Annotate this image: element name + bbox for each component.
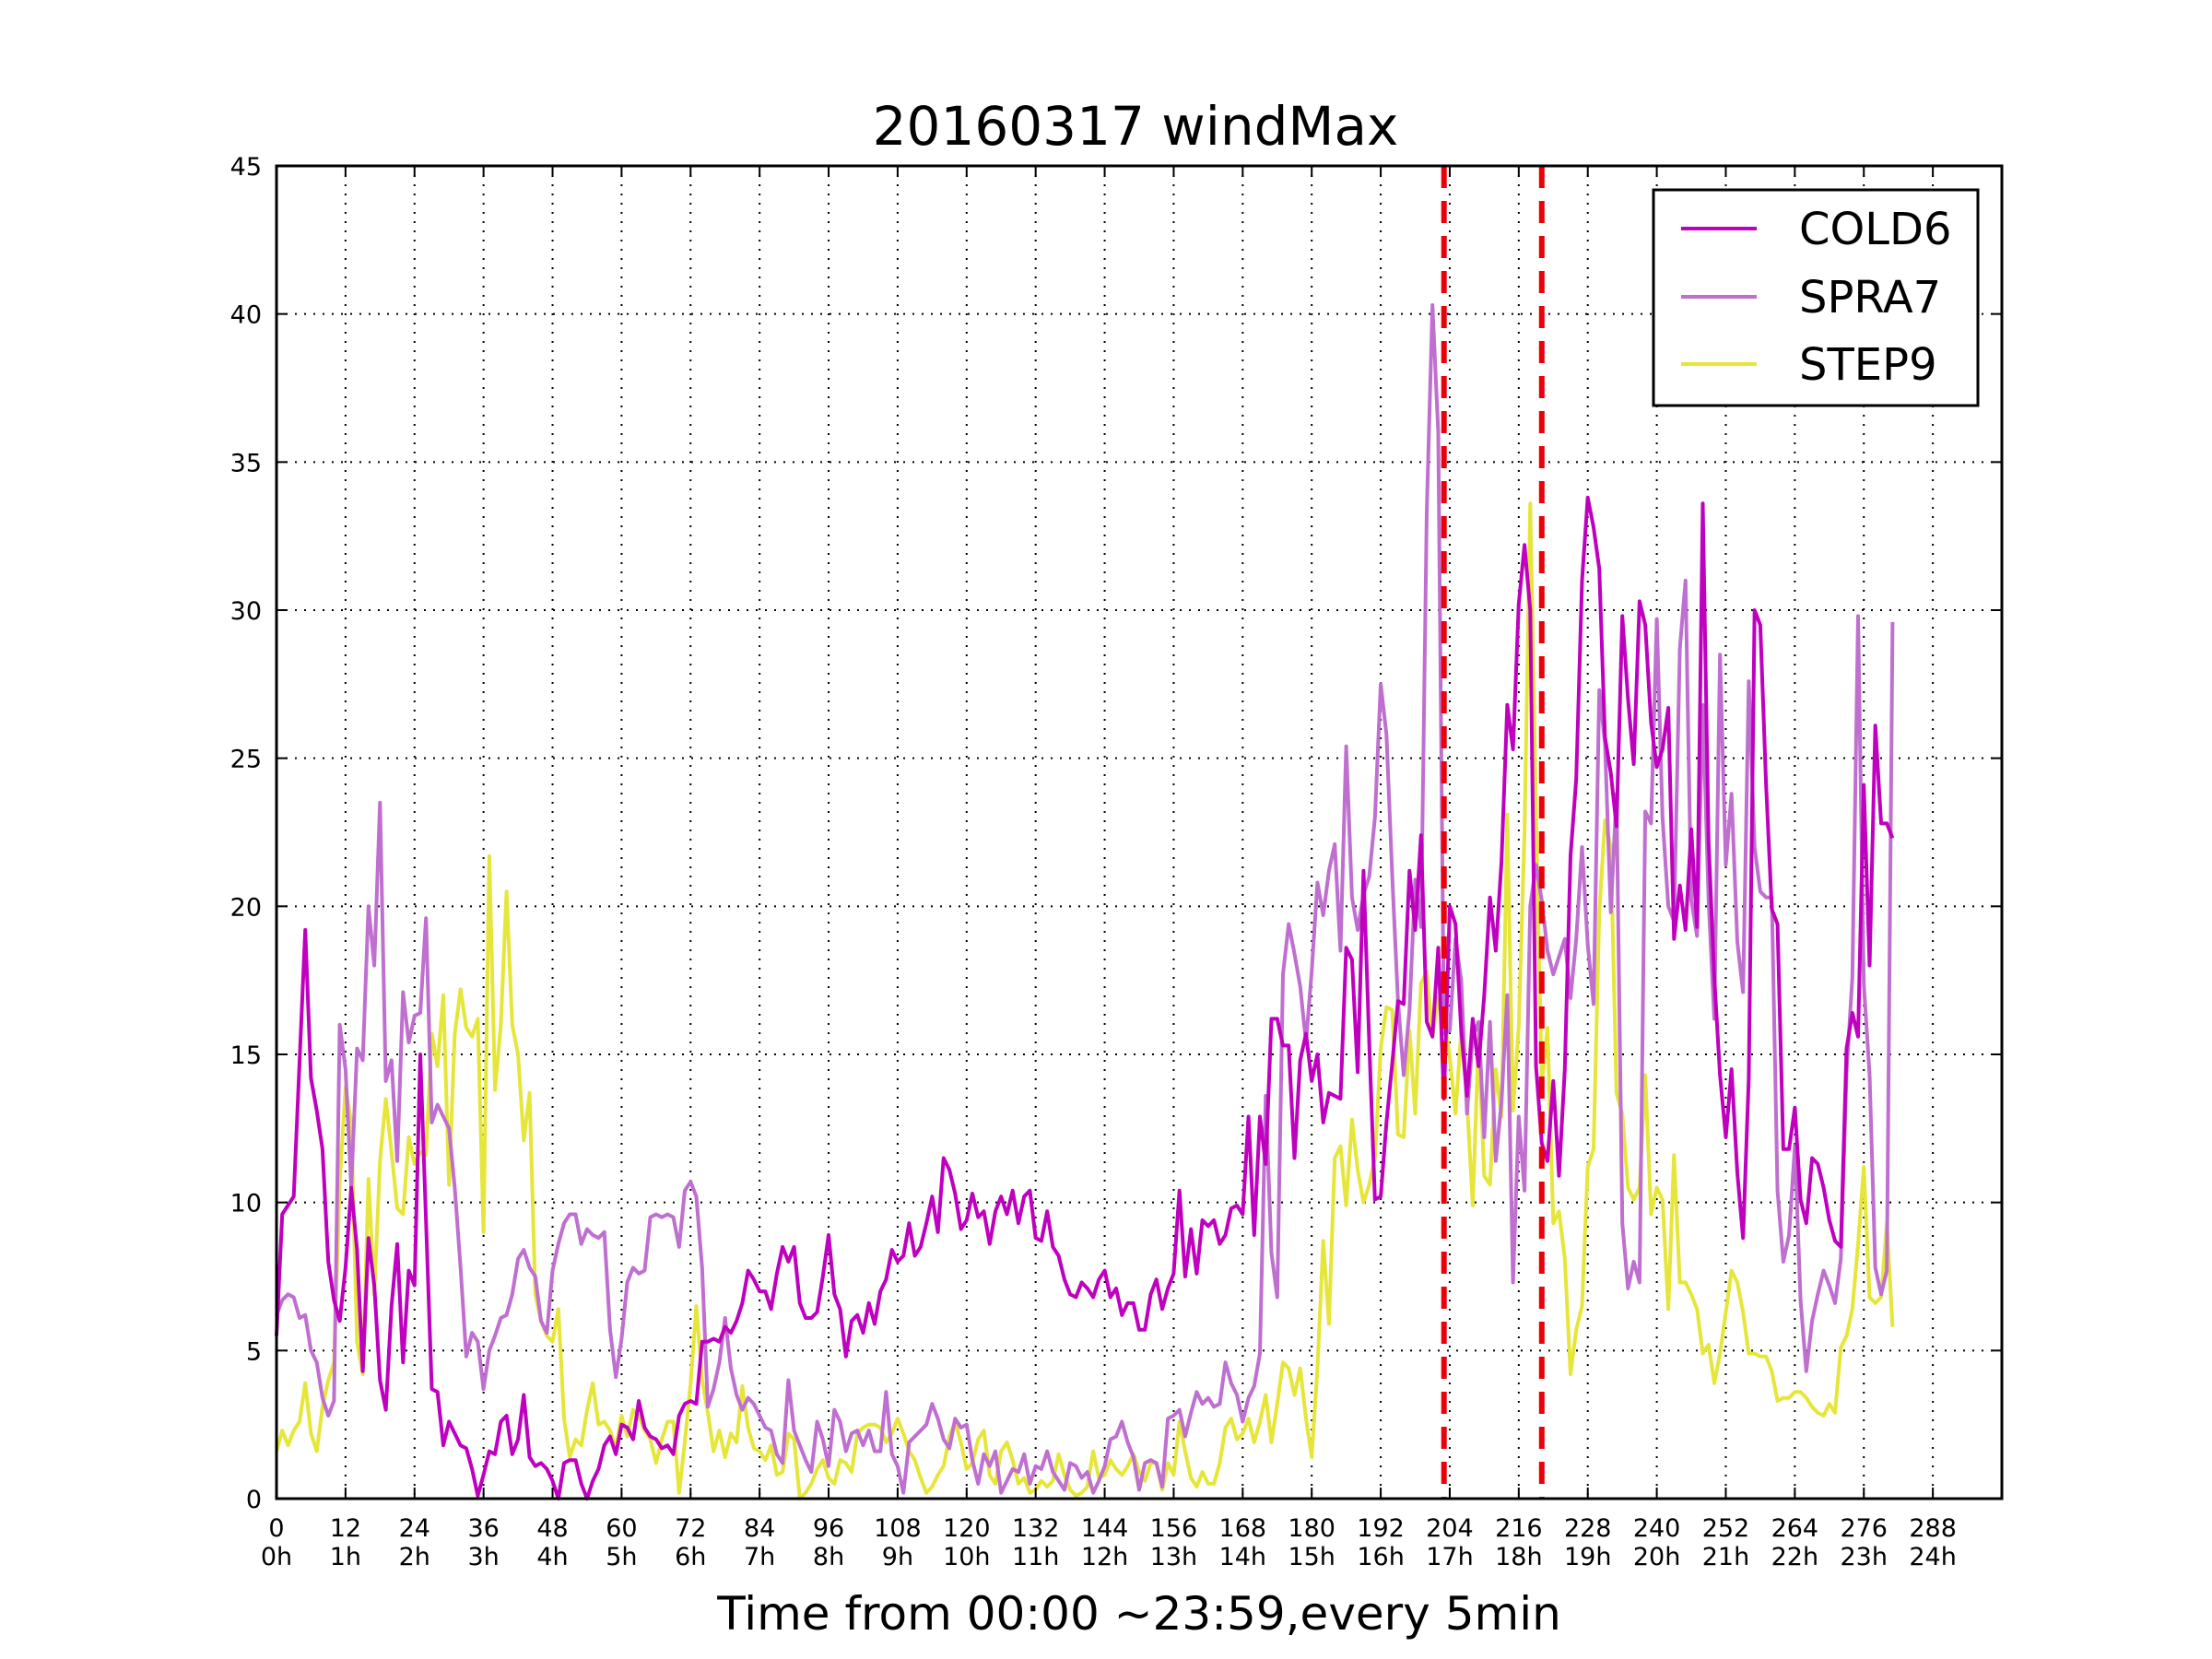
plot-frame bbox=[275, 164, 2004, 1500]
x-tick-label: 228 bbox=[1564, 1514, 1612, 1543]
x-tick-label: 192 bbox=[1357, 1514, 1405, 1543]
x-tick-sublabel: 15h bbox=[1288, 1543, 1335, 1571]
axis-ticks: 00h121h242h363h484h605h726h847h968h1089h… bbox=[230, 153, 2002, 1571]
y-tick-label: 40 bbox=[230, 301, 262, 330]
x-tick-label: 144 bbox=[1081, 1514, 1129, 1543]
x-tick-label: 204 bbox=[1426, 1514, 1474, 1543]
x-tick-sublabel: 21h bbox=[1702, 1543, 1749, 1571]
x-tick-label: 36 bbox=[467, 1514, 499, 1543]
y-tick-label: 15 bbox=[230, 1041, 262, 1070]
x-tick-label: 108 bbox=[874, 1514, 922, 1543]
legend-label-spra7: SPRA7 bbox=[1799, 272, 1941, 324]
y-tick-label: 35 bbox=[230, 449, 262, 477]
y-tick-label: 20 bbox=[230, 893, 262, 922]
x-tick-sublabel: 4h bbox=[536, 1543, 568, 1571]
series-line-spra7 bbox=[275, 303, 1895, 1495]
x-tick-label: 84 bbox=[744, 1514, 775, 1543]
legend-label-cold6: COLD6 bbox=[1799, 204, 1952, 255]
y-tick-label: 25 bbox=[230, 746, 262, 774]
x-tick-label: 156 bbox=[1150, 1514, 1198, 1543]
x-tick-sublabel: 16h bbox=[1357, 1543, 1404, 1571]
x-tick-sublabel: 14h bbox=[1219, 1543, 1266, 1571]
x-tick-label: 240 bbox=[1633, 1514, 1681, 1543]
x-tick-label: 264 bbox=[1771, 1514, 1819, 1543]
x-tick-sublabel: 8h bbox=[813, 1543, 844, 1571]
x-tick-sublabel: 18h bbox=[1495, 1543, 1542, 1571]
x-tick-label: 168 bbox=[1219, 1514, 1267, 1543]
x-tick-sublabel: 24h bbox=[1909, 1543, 1956, 1571]
legend: COLD6 SPRA7 STEP9 bbox=[1652, 188, 1980, 407]
x-tick-sublabel: 6h bbox=[675, 1543, 706, 1571]
x-tick-sublabel: 1h bbox=[330, 1543, 361, 1571]
y-tick-label: 10 bbox=[230, 1190, 262, 1218]
x-tick-label: 96 bbox=[813, 1514, 844, 1543]
x-tick-sublabel: 22h bbox=[1771, 1543, 1818, 1571]
x-tick-sublabel: 2h bbox=[399, 1543, 430, 1571]
series-line-step9 bbox=[275, 501, 1895, 1500]
x-tick-sublabel: 20h bbox=[1633, 1543, 1680, 1571]
legend-label-step9: STEP9 bbox=[1799, 339, 1937, 391]
x-tick-label: 24 bbox=[399, 1514, 430, 1543]
y-tick-label: 0 bbox=[246, 1486, 262, 1514]
x-tick-label: 72 bbox=[675, 1514, 706, 1543]
x-tick-label: 216 bbox=[1495, 1514, 1543, 1543]
x-tick-sublabel: 11h bbox=[1012, 1543, 1059, 1571]
x-tick-sublabel: 3h bbox=[467, 1543, 499, 1571]
x-tick-sublabel: 23h bbox=[1841, 1543, 1888, 1571]
y-tick-label: 30 bbox=[230, 597, 262, 626]
x-tick-sublabel: 7h bbox=[744, 1543, 775, 1571]
x-tick-sublabel: 5h bbox=[606, 1543, 637, 1571]
x-tick-sublabel: 9h bbox=[882, 1543, 913, 1571]
y-tick-label: 5 bbox=[246, 1337, 262, 1366]
chart-title: 20160317 windMax bbox=[873, 95, 1399, 158]
x-tick-label: 60 bbox=[606, 1514, 637, 1543]
x-tick-sublabel: 19h bbox=[1564, 1543, 1611, 1571]
x-axis-label: Time from 00:00 ~23:59,every 5min bbox=[716, 1587, 1561, 1641]
x-tick-label: 252 bbox=[1702, 1514, 1750, 1543]
x-tick-label: 288 bbox=[1909, 1514, 1957, 1543]
x-tick-label: 276 bbox=[1840, 1514, 1888, 1543]
x-tick-label: 48 bbox=[536, 1514, 568, 1543]
x-tick-label: 180 bbox=[1288, 1514, 1335, 1543]
x-tick-sublabel: 17h bbox=[1426, 1543, 1473, 1571]
x-tick-label: 120 bbox=[943, 1514, 991, 1543]
grid bbox=[276, 166, 2002, 1499]
y-tick-label: 45 bbox=[230, 153, 262, 182]
x-tick-sublabel: 10h bbox=[943, 1543, 990, 1571]
x-tick-sublabel: 12h bbox=[1081, 1543, 1128, 1571]
x-tick-sublabel: 13h bbox=[1150, 1543, 1197, 1571]
series-line-cold6 bbox=[275, 495, 1895, 1500]
x-tick-label: 12 bbox=[330, 1514, 361, 1543]
x-tick-sublabel: 0h bbox=[261, 1543, 292, 1571]
marker-lines bbox=[1441, 166, 1545, 1499]
x-tick-label: 0 bbox=[268, 1514, 284, 1543]
series-lines bbox=[275, 303, 1895, 1500]
x-tick-label: 132 bbox=[1012, 1514, 1060, 1543]
